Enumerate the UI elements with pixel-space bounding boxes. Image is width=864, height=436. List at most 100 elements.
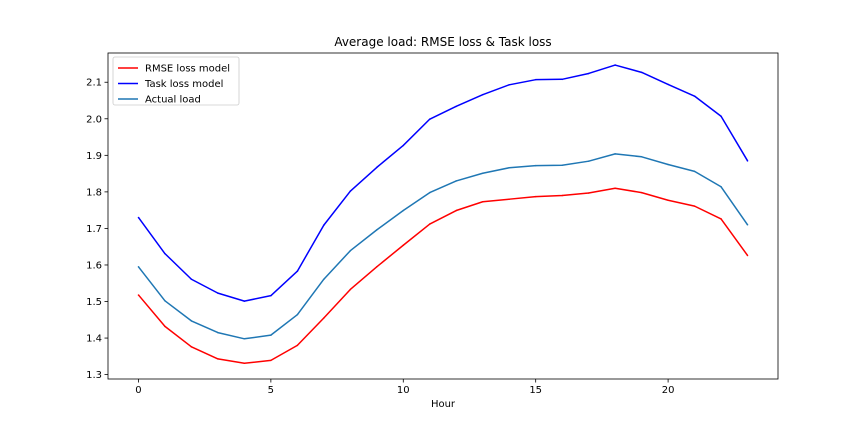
- data-point-actual-load: [746, 224, 749, 226]
- data-point-task-loss-model: [376, 166, 378, 169]
- y-tick-label: 2.1: [86, 78, 102, 89]
- data-point-task-loss-model: [455, 105, 457, 108]
- data-point-actual-load: [508, 167, 510, 169]
- chart-title: Average load: RMSE loss & Task loss: [334, 35, 551, 49]
- data-point-actual-load: [534, 164, 537, 167]
- data-point-rmse-loss-model: [402, 244, 405, 246]
- legend-label: RMSE loss model: [145, 64, 230, 75]
- data-point-task-loss-model: [508, 84, 510, 86]
- data-point-task-loss-model: [243, 300, 246, 302]
- data-point-actual-load: [270, 334, 272, 336]
- data-point-task-loss-model: [190, 278, 193, 280]
- data-point-rmse-loss-model: [323, 317, 325, 319]
- data-point-rmse-loss-model: [614, 187, 616, 189]
- data-point-rmse-loss-model: [137, 294, 140, 296]
- data-point-actual-load: [323, 278, 325, 280]
- x-tick-label: 0: [135, 385, 141, 396]
- y-tick-label: 1.4: [86, 334, 102, 345]
- data-point-rmse-loss-model: [587, 192, 590, 194]
- data-point-task-loss-model: [481, 93, 484, 96]
- y-tick-label: 1.6: [86, 260, 102, 271]
- data-point-task-loss-model: [164, 252, 166, 255]
- series-line-actual-load: [137, 153, 749, 340]
- data-point-actual-load: [402, 209, 405, 212]
- data-point-task-loss-model: [561, 78, 563, 81]
- data-point-actual-load: [561, 164, 563, 166]
- legend: RMSE loss model Task loss model Actual loa…: [112, 56, 240, 106]
- data-point-rmse-loss-model: [561, 194, 563, 197]
- data-point-task-loss-model: [614, 64, 616, 66]
- data-point-task-loss-model: [587, 72, 590, 75]
- series-line-rmse-loss-model: [137, 187, 749, 365]
- legend-label: Actual load: [145, 95, 201, 106]
- data-point-rmse-loss-model: [349, 288, 352, 291]
- x-axis: 0 5 10 15 20: [135, 379, 674, 396]
- data-point-task-loss-model: [429, 118, 431, 120]
- data-point-task-loss-model: [720, 115, 722, 117]
- data-point-rmse-loss-model: [720, 218, 722, 220]
- data-point-rmse-loss-model: [667, 199, 669, 202]
- data-point-task-loss-model: [270, 294, 272, 297]
- data-point-actual-load: [296, 313, 299, 316]
- data-point-rmse-loss-model: [429, 223, 431, 225]
- data-point-actual-load: [217, 331, 219, 334]
- data-point-rmse-loss-model: [455, 209, 457, 212]
- plot-area: [107, 52, 779, 380]
- data-point-actual-load: [481, 172, 484, 174]
- data-point-task-loss-model: [534, 78, 537, 81]
- data-point-actual-load: [640, 156, 643, 158]
- data-point-rmse-loss-model: [376, 266, 378, 268]
- data-point-task-loss-model: [402, 144, 405, 147]
- data-point-actual-load: [243, 338, 246, 340]
- data-point-rmse-loss-model: [534, 195, 537, 198]
- data-point-rmse-loss-model: [508, 198, 510, 200]
- y-tick-label: 1.5: [86, 297, 102, 308]
- legend-label: Task loss model: [144, 79, 223, 90]
- data-point-rmse-loss-model: [217, 358, 219, 360]
- data-point-task-loss-model: [323, 224, 325, 226]
- series-layer: [137, 64, 749, 365]
- data-point-task-loss-model: [693, 95, 696, 97]
- data-point-rmse-loss-model: [481, 200, 484, 203]
- data-point-actual-load: [614, 153, 616, 155]
- data-point-rmse-loss-model: [693, 205, 696, 207]
- data-point-rmse-loss-model: [746, 254, 749, 257]
- data-point-task-loss-model: [667, 83, 669, 86]
- plot-frame: [107, 52, 779, 380]
- data-point-task-loss-model: [640, 71, 643, 74]
- legend-box: [112, 56, 240, 106]
- data-point-task-loss-model: [746, 160, 749, 162]
- y-tick-label: 1.8: [86, 187, 102, 198]
- y-tick-label: 1.3: [86, 370, 102, 381]
- data-point-actual-load: [429, 191, 431, 194]
- data-point-task-loss-model: [217, 292, 219, 294]
- data-point-rmse-loss-model: [164, 325, 166, 328]
- x-tick-label: 10: [397, 385, 410, 396]
- data-point-rmse-loss-model: [190, 346, 193, 348]
- x-tick-label: 5: [268, 385, 274, 396]
- y-axis: 1.3 1.4 1.5 1.6 1.7 1.8 1.9 2.0 2.1: [86, 78, 108, 381]
- data-point-actual-load: [693, 170, 696, 173]
- data-point-actual-load: [137, 266, 140, 268]
- data-point-actual-load: [349, 249, 352, 252]
- data-point-task-loss-model: [296, 270, 299, 272]
- data-point-task-loss-model: [137, 216, 140, 219]
- data-point-rmse-loss-model: [270, 359, 272, 362]
- data-point-rmse-loss-model: [243, 362, 246, 365]
- x-tick-label: 15: [529, 385, 542, 396]
- data-point-actual-load: [587, 160, 590, 162]
- y-tick-label: 2.0: [86, 114, 102, 125]
- data-point-actual-load: [720, 186, 722, 188]
- y-tick-label: 1.9: [86, 151, 102, 162]
- x-axis-label: Hour: [431, 399, 456, 410]
- x-tick-label: 20: [662, 385, 675, 396]
- data-point-actual-load: [190, 320, 193, 322]
- data-point-actual-load: [164, 300, 166, 302]
- data-point-rmse-loss-model: [640, 191, 643, 194]
- series-line-task-loss-model: [137, 64, 749, 302]
- data-point-actual-load: [667, 163, 669, 166]
- data-point-actual-load: [455, 180, 457, 182]
- y-tick-label: 1.7: [86, 224, 102, 235]
